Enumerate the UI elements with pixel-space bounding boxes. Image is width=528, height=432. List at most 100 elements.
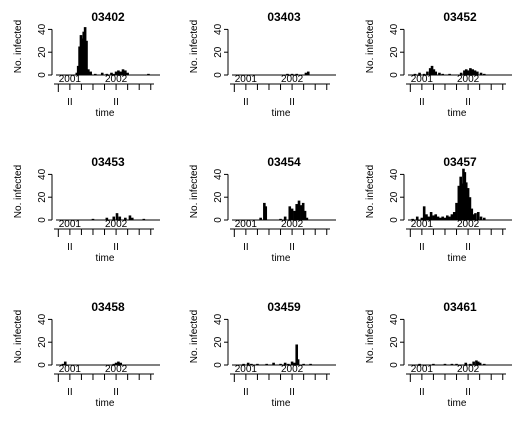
bar bbox=[455, 363, 458, 365]
bar bbox=[304, 72, 308, 75]
x-year-label: 2002 bbox=[457, 74, 480, 85]
panel-title: 03454 bbox=[267, 155, 301, 169]
bar bbox=[434, 71, 438, 75]
bar bbox=[61, 363, 65, 365]
bar bbox=[246, 362, 250, 365]
sub-axis-mark: II bbox=[67, 97, 73, 108]
bar bbox=[439, 217, 442, 220]
y-tick-label: 0 bbox=[389, 217, 400, 223]
bar bbox=[420, 217, 424, 220]
bar bbox=[306, 71, 310, 75]
bar bbox=[124, 70, 127, 75]
y-tick-label: 0 bbox=[213, 362, 224, 368]
y-axis-label: No. infected bbox=[189, 165, 200, 218]
y-tick-label: 0 bbox=[37, 362, 48, 368]
bar bbox=[82, 31, 86, 75]
bar bbox=[418, 72, 421, 75]
bar bbox=[110, 72, 113, 75]
y-axis-label: No. infected bbox=[189, 310, 200, 363]
y-tick-label: 0 bbox=[37, 217, 48, 223]
sub-axis-mark: II bbox=[67, 242, 73, 253]
bar bbox=[105, 217, 109, 220]
x-axis-label: time bbox=[272, 108, 291, 119]
bar bbox=[279, 363, 282, 365]
bar bbox=[450, 363, 454, 365]
bar bbox=[121, 69, 125, 75]
y-tick-label: 20 bbox=[213, 336, 224, 348]
bar bbox=[478, 362, 482, 365]
bar bbox=[426, 71, 429, 75]
y-tick-label: 20 bbox=[37, 46, 48, 58]
bar bbox=[100, 72, 104, 75]
bar bbox=[479, 216, 483, 220]
bar bbox=[418, 363, 421, 365]
bar bbox=[78, 46, 81, 75]
x-year-label: 2001 bbox=[235, 219, 258, 230]
bar bbox=[452, 212, 456, 220]
bar bbox=[415, 216, 419, 220]
x-year-label: 2002 bbox=[457, 364, 480, 375]
x-year-label: 2002 bbox=[105, 219, 128, 230]
bar bbox=[272, 362, 275, 365]
bar bbox=[422, 73, 426, 75]
bar bbox=[76, 65, 80, 75]
y-tick-label: 20 bbox=[37, 336, 48, 348]
panel-title: 03402 bbox=[91, 10, 125, 24]
bar bbox=[459, 176, 462, 220]
x-year-label: 2001 bbox=[59, 219, 82, 230]
bar bbox=[117, 361, 120, 365]
y-axis-label: No. infected bbox=[365, 310, 376, 363]
bar bbox=[463, 70, 466, 75]
panel-title: 03459 bbox=[267, 300, 301, 314]
sub-axis-mark: II bbox=[465, 387, 471, 398]
bar bbox=[427, 216, 431, 220]
bar bbox=[279, 218, 282, 220]
bar bbox=[286, 73, 289, 75]
bar bbox=[283, 362, 287, 365]
sub-axis-mark: II bbox=[419, 242, 425, 253]
panel-title: 03452 bbox=[443, 10, 477, 24]
x-axis-label: time bbox=[96, 253, 115, 264]
bar bbox=[283, 216, 287, 220]
bar bbox=[469, 363, 472, 365]
bar bbox=[130, 217, 134, 220]
bar bbox=[124, 217, 127, 220]
y-tick-label: 0 bbox=[213, 72, 224, 78]
bar bbox=[455, 202, 458, 220]
x-year-label: 2002 bbox=[281, 219, 304, 230]
bar bbox=[295, 73, 299, 75]
bar bbox=[428, 68, 432, 75]
bar bbox=[119, 362, 123, 365]
bar bbox=[430, 65, 434, 75]
bar bbox=[476, 361, 480, 365]
sub-axis-mark: II bbox=[243, 97, 249, 108]
y-tick-label: 40 bbox=[37, 168, 48, 180]
bar bbox=[126, 72, 129, 75]
y-tick-label: 40 bbox=[389, 23, 400, 35]
bar bbox=[290, 208, 294, 220]
y-axis-label: No. infected bbox=[365, 165, 376, 218]
bar bbox=[264, 206, 268, 220]
bar bbox=[287, 363, 290, 365]
bar bbox=[429, 212, 433, 220]
sub-axis-mark: II bbox=[289, 387, 295, 398]
bar bbox=[87, 69, 90, 75]
bar bbox=[105, 73, 109, 75]
bar bbox=[301, 202, 305, 220]
bar bbox=[83, 27, 87, 75]
x-year-label: 2001 bbox=[235, 74, 258, 85]
bar bbox=[445, 215, 449, 220]
bar bbox=[293, 362, 296, 365]
bar bbox=[81, 38, 84, 75]
bar bbox=[118, 216, 122, 220]
y-tick-label: 40 bbox=[37, 23, 48, 35]
sub-axis-mark: II bbox=[67, 387, 73, 398]
bar bbox=[466, 188, 470, 220]
y-axis-label: No. infected bbox=[189, 20, 200, 73]
